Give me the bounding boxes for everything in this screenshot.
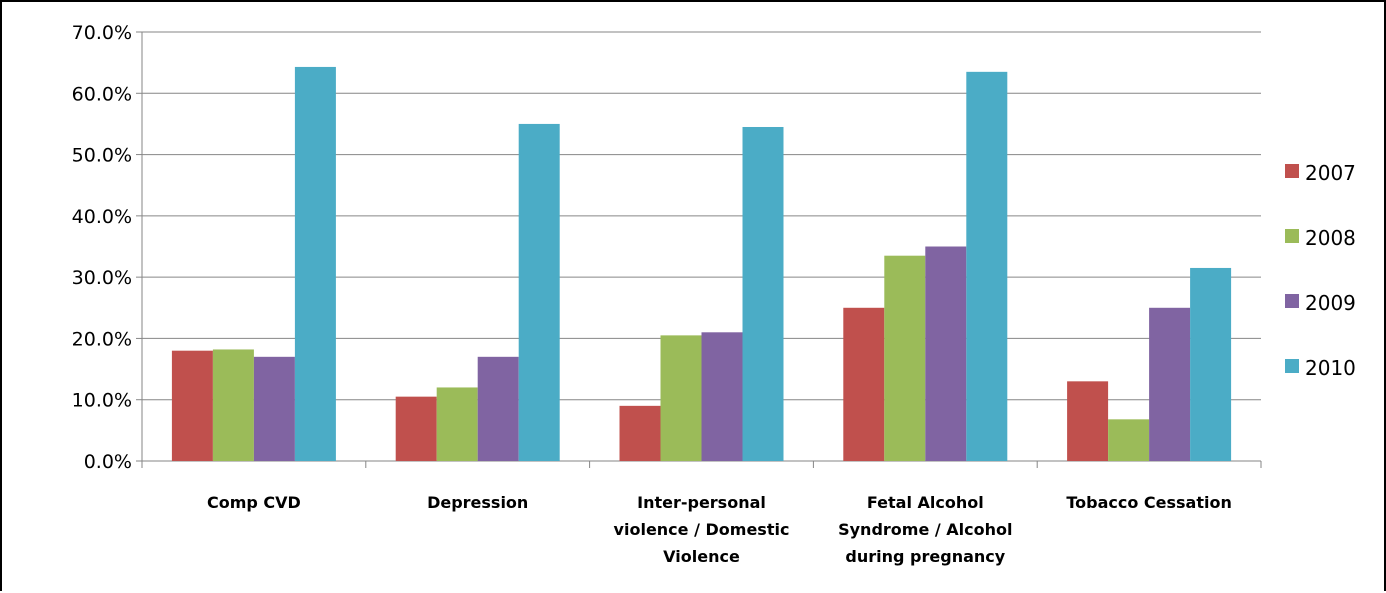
y-tick-label: 60.0%: [72, 83, 132, 105]
legend-label-2008: 2008: [1305, 226, 1356, 250]
bar-2010-2: [518, 123, 560, 461]
x-category-label: Inter-personal violence / Domestic Violenc…: [614, 493, 790, 566]
x-category-label-line: violence / Domestic: [614, 520, 790, 539]
x-category-label-line: Comp CVD: [207, 493, 301, 512]
y-tick-label: 70.0%: [72, 22, 132, 44]
bar-2010-3: [742, 126, 784, 461]
bar-2007-4: [843, 307, 885, 461]
x-category-label-line: Fetal Alcohol: [867, 493, 984, 512]
bar-2007-2: [395, 396, 437, 461]
y-tick-label: 10.0%: [72, 390, 132, 412]
bar-2009-2: [477, 356, 519, 461]
legend-label-2010: 2010: [1305, 356, 1356, 380]
y-tick-label: 20.0%: [72, 328, 132, 350]
bar-2008-5: [1108, 419, 1150, 461]
x-category-label-line: Syndrome / Alcohol: [838, 520, 1012, 539]
bar-2008-2: [436, 387, 478, 461]
bar-2008-4: [884, 255, 926, 461]
legend-label-2009: 2009: [1305, 291, 1356, 315]
x-category-label-line: during pregnancy: [845, 547, 1005, 566]
bar-2010-4: [966, 71, 1008, 461]
bar-2007-3: [619, 405, 661, 461]
y-tick-label: 50.0%: [72, 145, 132, 167]
bar-2007-1: [171, 350, 213, 461]
bar-2010-1: [294, 66, 336, 461]
bar-2008-3: [660, 335, 702, 461]
legend-swatch-2007: [1285, 164, 1299, 178]
bar-2009-4: [925, 246, 967, 461]
legend-swatch-2009: [1285, 294, 1299, 308]
legend-label-2007: 2007: [1305, 161, 1356, 185]
x-category-label: Depression: [427, 493, 528, 512]
bar-2008-1: [212, 349, 254, 461]
bar-2010-5: [1190, 267, 1232, 461]
bar-2009-3: [701, 332, 743, 461]
x-category-label: Comp CVD: [207, 493, 301, 512]
x-category-label-line: Tobacco Cessation: [1066, 493, 1232, 512]
y-tick-label: 0.0%: [84, 451, 132, 473]
bar-2009-1: [253, 356, 295, 461]
bar-2009-5: [1149, 307, 1191, 461]
y-tick-label: 40.0%: [72, 206, 132, 228]
y-tick-label: 30.0%: [72, 267, 132, 289]
bar-2007-5: [1067, 381, 1109, 461]
x-category-label-line: Depression: [427, 493, 528, 512]
legend-swatch-2010: [1285, 359, 1299, 373]
x-category-label-line: Inter-personal: [637, 493, 766, 512]
x-category-label: Tobacco Cessation: [1066, 493, 1232, 512]
legend-swatch-2008: [1285, 229, 1299, 243]
x-category-label-line: Violence: [663, 547, 740, 566]
x-category-label: Fetal Alcohol Syndrome / Alcohol during pr…: [838, 493, 1012, 566]
